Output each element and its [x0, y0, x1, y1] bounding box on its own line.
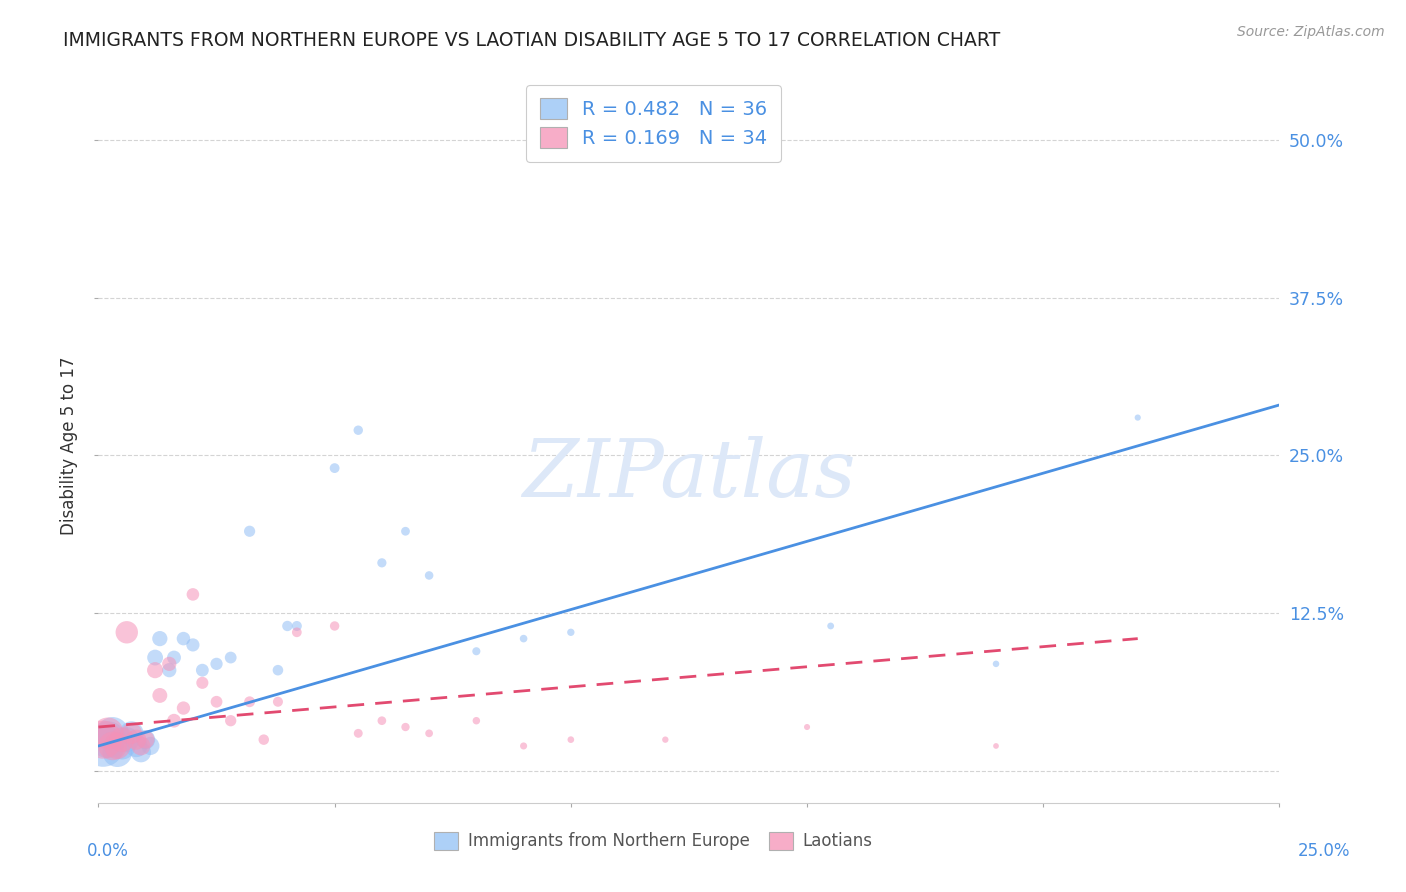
- Point: [191, 663, 214, 677]
- Point: [219, 650, 242, 665]
- Point: [560, 732, 582, 747]
- Point: [172, 632, 194, 646]
- Point: [347, 423, 370, 437]
- Text: 0.0%: 0.0%: [87, 842, 128, 860]
- Point: [267, 663, 290, 677]
- Point: [111, 739, 134, 753]
- Point: [267, 695, 290, 709]
- Text: IMMIGRANTS FROM NORTHERN EUROPE VS LAOTIAN DISABILITY AGE 5 TO 17 CORRELATION CH: IMMIGRANTS FROM NORTHERN EUROPE VS LAOTI…: [63, 31, 1001, 50]
- Point: [115, 732, 138, 747]
- Point: [139, 739, 162, 753]
- Y-axis label: Disability Age 5 to 17: Disability Age 5 to 17: [60, 357, 79, 535]
- Point: [512, 632, 534, 646]
- Text: 25.0%: 25.0%: [1298, 842, 1350, 860]
- Point: [111, 732, 134, 747]
- Point: [984, 657, 1007, 671]
- Point: [143, 663, 166, 677]
- Point: [191, 675, 214, 690]
- Point: [121, 726, 143, 740]
- Point: [418, 726, 440, 740]
- Point: [181, 587, 204, 601]
- Point: [163, 714, 186, 728]
- Point: [560, 625, 582, 640]
- Point: [97, 732, 120, 747]
- Point: [253, 732, 276, 747]
- Point: [205, 657, 228, 671]
- Point: [97, 726, 120, 740]
- Point: [285, 619, 308, 633]
- Point: [91, 739, 114, 753]
- Point: [105, 739, 128, 753]
- Point: [654, 732, 676, 747]
- Point: [157, 663, 180, 677]
- Point: [129, 739, 152, 753]
- Point: [984, 739, 1007, 753]
- Point: [163, 650, 186, 665]
- Point: [105, 745, 128, 759]
- Legend: Immigrants from Northern Europe, Laotians: Immigrants from Northern Europe, Laotian…: [426, 823, 882, 859]
- Point: [465, 644, 488, 658]
- Point: [418, 568, 440, 582]
- Point: [121, 726, 143, 740]
- Point: [129, 745, 152, 759]
- Point: [394, 720, 416, 734]
- Point: [347, 726, 370, 740]
- Point: [149, 632, 172, 646]
- Point: [101, 739, 124, 753]
- Point: [125, 732, 148, 747]
- Point: [820, 619, 842, 633]
- Point: [125, 739, 148, 753]
- Point: [239, 695, 262, 709]
- Point: [172, 701, 194, 715]
- Point: [157, 657, 180, 671]
- Point: [181, 638, 204, 652]
- Point: [323, 619, 346, 633]
- Point: [512, 739, 534, 753]
- Point: [239, 524, 262, 539]
- Point: [323, 461, 346, 475]
- Point: [465, 714, 488, 728]
- Point: [1126, 410, 1149, 425]
- Text: ZIPatlas: ZIPatlas: [522, 436, 856, 513]
- Point: [115, 625, 138, 640]
- Point: [285, 625, 308, 640]
- Point: [101, 726, 124, 740]
- Text: Source: ZipAtlas.com: Source: ZipAtlas.com: [1237, 25, 1385, 39]
- Point: [205, 695, 228, 709]
- Point: [654, 145, 676, 160]
- Point: [219, 714, 242, 728]
- Point: [371, 714, 394, 728]
- Point: [143, 650, 166, 665]
- Point: [135, 732, 157, 747]
- Point: [276, 619, 298, 633]
- Point: [91, 732, 114, 747]
- Point: [371, 556, 394, 570]
- Point: [149, 689, 172, 703]
- Point: [394, 524, 416, 539]
- Point: [796, 720, 818, 734]
- Point: [135, 732, 157, 747]
